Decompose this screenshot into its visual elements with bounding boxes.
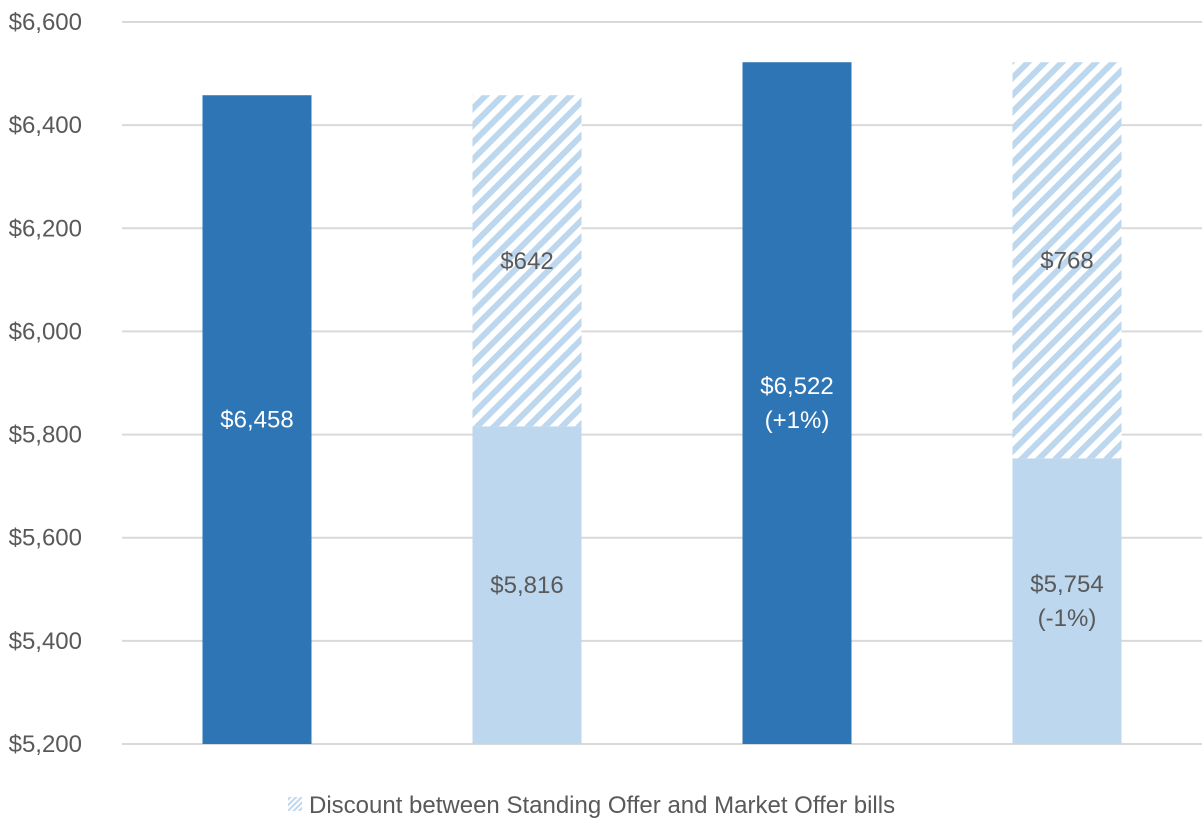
bar-value-label: (-1%) — [1038, 605, 1097, 632]
market-offer-bar — [472, 426, 582, 744]
y-tick-label: $5,400 — [9, 628, 82, 655]
y-tick-label: $6,400 — [9, 112, 82, 139]
bars — [202, 62, 1122, 745]
discount-value-label: $768 — [1040, 247, 1093, 274]
y-tick-label: $6,200 — [9, 215, 82, 242]
standing-offer-bar — [742, 62, 852, 745]
legend: Discount between Standing Offer and Mark… — [288, 792, 895, 819]
y-tick-label: $6,600 — [9, 9, 82, 36]
legend-swatch — [288, 797, 302, 811]
standing-offer-bar — [202, 95, 312, 744]
y-axis: $5,200 $5,400 $5,600 $5,800 $6,000 $6,200 $6,4… — [9, 9, 82, 758]
bar-value-label: $6,522 — [760, 373, 833, 400]
bar-value-label: $5,816 — [490, 572, 563, 599]
y-tick-label: $5,200 — [9, 731, 82, 758]
y-tick-label: $5,600 — [9, 525, 82, 552]
y-tick-label: $6,000 — [9, 318, 82, 345]
discount-segment — [1012, 62, 1122, 459]
data-labels: $6,458 $5,816 $642 $6,522 (+1%) $5,754 (-1%) $7… — [220, 247, 1103, 632]
y-tick-label: $5,800 — [9, 422, 82, 449]
market-offer-bar — [1012, 458, 1122, 744]
legend-label: Discount between Standing Offer and Mark… — [309, 792, 895, 819]
bar-value-label: (+1%) — [765, 407, 830, 434]
bar-value-label: $6,458 — [220, 407, 293, 434]
discount-segment — [472, 95, 582, 427]
bar-value-label: $5,754 — [1030, 571, 1103, 598]
discount-value-label: $642 — [500, 248, 553, 275]
